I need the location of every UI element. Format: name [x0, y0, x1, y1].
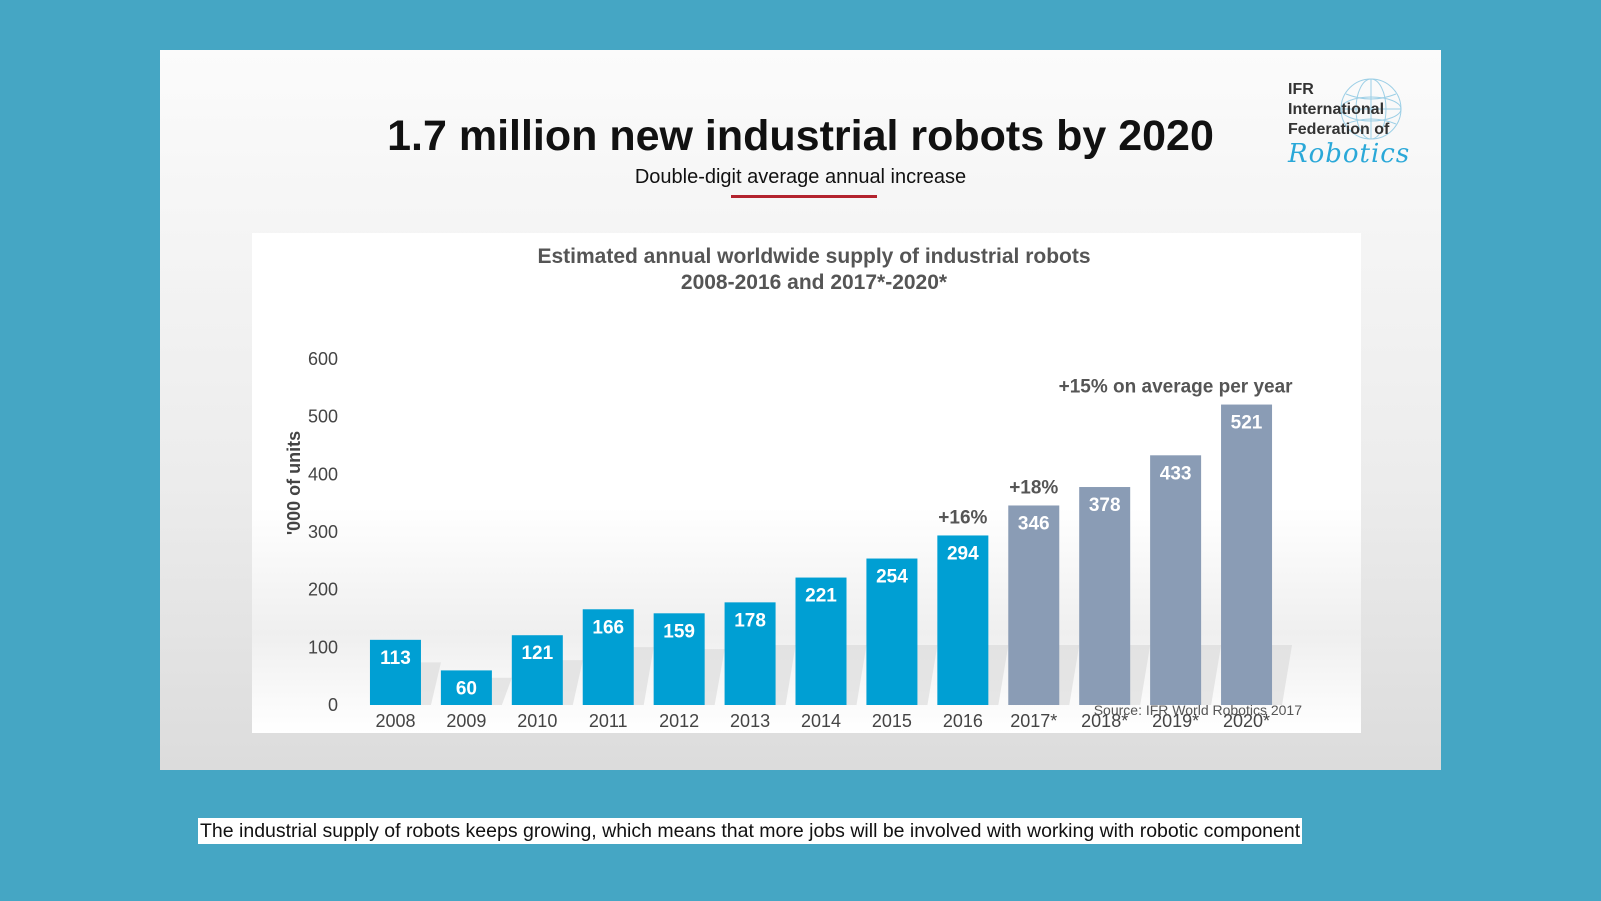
slide: 1.7 million new industrial robots by 202… — [160, 50, 1441, 770]
bar-2012 — [653, 613, 705, 705]
bar-value-2010: 121 — [521, 643, 553, 664]
title-underline — [731, 195, 877, 198]
chart-panel: Estimated annual worldwide supply of ind… — [252, 233, 1361, 733]
bar-value-2017*: 346 — [1018, 513, 1050, 534]
x-tick-2012: 2012 — [659, 711, 699, 731]
x-tick-2017*: 2017* — [1010, 711, 1057, 731]
bar-value-2009: 60 — [456, 678, 477, 699]
logo-script: Robotics — [1288, 139, 1411, 169]
bar-value-2014: 221 — [805, 586, 837, 607]
bar-value-2012: 159 — [663, 621, 695, 642]
bar-value-2018*: 378 — [1089, 495, 1121, 516]
x-tick-labels: 2008 2009 2010 2011 2012 2013 2014 2015 2016 2017… — [375, 711, 1270, 731]
bar-2010 — [511, 635, 563, 705]
bar-2017* — [1008, 505, 1060, 705]
x-tick-2014: 2014 — [801, 711, 841, 731]
x-tick-2016: 2016 — [943, 711, 983, 731]
x-tick-2020*: 2020* — [1223, 711, 1270, 731]
bar-2018* — [1079, 487, 1131, 705]
bar-value-2016: 294 — [947, 543, 979, 564]
y-tick-labels: 0 100 200 300 400 500 600 — [308, 349, 338, 715]
logo-line-2: International — [1288, 101, 1385, 118]
bar-value-2019*: 433 — [1160, 463, 1192, 484]
y-tick-0: 0 — [328, 695, 338, 715]
slide-title: 1.7 million new industrial robots by 202… — [387, 112, 1214, 160]
bar-value-2008: 113 — [380, 648, 411, 669]
y-tick-200: 200 — [308, 580, 338, 600]
bar-2008 — [369, 639, 421, 705]
annotation-0: +16% — [938, 507, 987, 528]
slide-subtitle: Double-digit average annual increase — [634, 166, 967, 188]
y-tick-400: 400 — [308, 464, 338, 484]
y-tick-500: 500 — [308, 407, 338, 427]
ifr-logo: IFR International Federation of Robotics — [1288, 78, 1428, 180]
y-tick-100: 100 — [308, 637, 338, 657]
annotation-2: +15% on average per year — [1059, 377, 1294, 398]
chart-subtitle: 2008-2016 and 2017*-2020* — [681, 271, 948, 294]
logo-line-1: IFR — [1288, 81, 1314, 98]
x-tick-2018*: 2018* — [1081, 711, 1128, 731]
annotation-1: +18% — [1009, 477, 1058, 498]
caption: The industrial supply of robots keeps gr… — [198, 818, 1303, 844]
x-tick-2013: 2013 — [730, 711, 770, 731]
y-tick-300: 300 — [308, 522, 338, 542]
bar-2011 — [582, 609, 634, 705]
bars: 113 60 121 166 159 178 221 254 294 346 378 433 521 — [369, 404, 1273, 705]
bar-chart: Estimated annual worldwide supply of ind… — [284, 245, 1302, 731]
x-tick-2011: 2011 — [589, 711, 628, 731]
chart-source: Source: IFR World Robotics 2017 — [1094, 702, 1302, 718]
x-tick-2019*: 2019* — [1152, 711, 1199, 731]
x-tick-2008: 2008 — [375, 711, 415, 731]
logo-line-3: Federation of — [1288, 121, 1390, 138]
bar-2019* — [1150, 455, 1202, 705]
x-tick-2009: 2009 — [446, 711, 486, 731]
y-axis-label: '000 of units — [284, 431, 304, 535]
x-tick-2010: 2010 — [517, 711, 557, 731]
bar-value-2013: 178 — [734, 610, 766, 631]
bar-2016 — [937, 535, 989, 705]
y-tick-600: 600 — [308, 349, 338, 369]
x-tick-2015: 2015 — [872, 711, 912, 731]
bar-2020* — [1221, 404, 1273, 705]
bar-2015 — [866, 558, 918, 705]
bar-2014 — [795, 577, 847, 705]
bar-value-2015: 254 — [876, 567, 908, 588]
bar-value-2020*: 521 — [1231, 413, 1263, 434]
bar-value-2011: 166 — [592, 617, 624, 638]
globe-icon — [1340, 78, 1402, 140]
chart-title: Estimated annual worldwide supply of ind… — [537, 245, 1090, 268]
bar-2013 — [724, 602, 776, 705]
annotations: +16% +18% +15% on average per year — [938, 377, 1293, 529]
bar-2009 — [440, 670, 492, 705]
